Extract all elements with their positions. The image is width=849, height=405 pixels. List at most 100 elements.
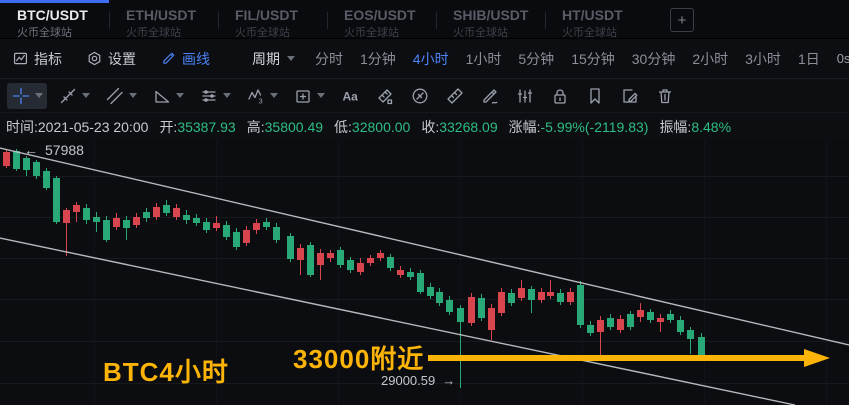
text-icon: Aa bbox=[343, 89, 359, 103]
tab-shib-usdt[interactable]: SHIB/USDT 火币全球站 bbox=[436, 0, 545, 39]
candle-body bbox=[3, 152, 10, 166]
candle-body bbox=[647, 312, 654, 320]
gridline-vertical bbox=[826, 140, 827, 405]
settings-button[interactable]: 设置 bbox=[86, 49, 136, 69]
chevron-down-icon[interactable] bbox=[223, 93, 231, 98]
tool-circle-measure[interactable] bbox=[406, 83, 434, 109]
tab-eth-usdt[interactable]: ETH/USDT 火币全球站 bbox=[109, 0, 218, 39]
timeframe-30分钟[interactable]: 30分钟 bbox=[631, 50, 676, 67]
indicators-label: 指标 bbox=[34, 50, 62, 67]
tab-pair-label: EOS/USDT bbox=[344, 7, 416, 23]
tool-brush[interactable] bbox=[476, 83, 504, 109]
tool-fib-levels[interactable] bbox=[195, 83, 235, 109]
gridline-horizontal bbox=[0, 258, 849, 259]
tab-exchange-label: 火币全球站 bbox=[344, 27, 399, 39]
tool-parallel-channel[interactable] bbox=[101, 83, 141, 109]
chevron-down-icon[interactable] bbox=[35, 93, 43, 98]
candle-body bbox=[253, 223, 260, 230]
price-mark-high[interactable]: ← 57988 bbox=[24, 142, 84, 158]
bar-pattern-icon bbox=[517, 88, 533, 103]
timeframe-4小时[interactable]: 4小时 bbox=[412, 50, 449, 67]
tab-btc-usdt[interactable]: BTC/USDT 火币全球站 bbox=[0, 0, 109, 39]
circle-measure-icon bbox=[412, 88, 428, 103]
tool-ruler[interactable] bbox=[441, 83, 469, 109]
tab-fil-usdt[interactable]: FIL/USDT 火币全球站 bbox=[218, 0, 327, 39]
tab-ht-usdt[interactable]: HT/USDT 火币全球站 bbox=[545, 0, 654, 39]
period-dropdown[interactable]: 周期 bbox=[252, 49, 295, 69]
brush-icon bbox=[483, 88, 498, 104]
gridline-vertical bbox=[582, 140, 583, 405]
svg-text:3: 3 bbox=[259, 96, 263, 105]
timeframe-3小时[interactable]: 3小时 bbox=[745, 50, 781, 67]
candle-body bbox=[478, 298, 485, 318]
candle-body bbox=[193, 218, 200, 223]
low-label: 低: bbox=[334, 118, 352, 135]
pen-icon bbox=[163, 52, 175, 64]
candle-body bbox=[687, 330, 694, 339]
tab-exchange-label: 火币全球站 bbox=[126, 27, 181, 39]
candle-body bbox=[547, 292, 554, 296]
candle-body bbox=[213, 223, 220, 228]
tool-trend-line[interactable] bbox=[54, 83, 94, 109]
candle-body bbox=[173, 208, 180, 217]
tool-bar-pattern[interactable] bbox=[511, 83, 539, 109]
ohlc-info-bar: 时间:2021-05-23 20:00 开:35387.93 高:35800.4… bbox=[0, 113, 849, 140]
tool-lock[interactable] bbox=[546, 83, 574, 109]
gridline-vertical bbox=[704, 140, 705, 405]
tool-triangle[interactable] bbox=[148, 83, 188, 109]
timeframe-分时[interactable]: 分时 bbox=[315, 50, 343, 67]
candle-body bbox=[317, 253, 324, 265]
tool-elliott-wave[interactable]: 3 bbox=[242, 83, 282, 109]
tool-text[interactable]: Aa bbox=[336, 83, 364, 109]
draw-line-button[interactable]: 画线 bbox=[160, 49, 210, 69]
tab-eos-usdt[interactable]: EOS/USDT 火币全球站 bbox=[327, 0, 436, 39]
timeframe-2小时[interactable]: 2小时 bbox=[692, 50, 729, 67]
add-tab-button[interactable]: + bbox=[670, 8, 694, 32]
chevron-down-icon[interactable] bbox=[176, 93, 184, 98]
candle-body bbox=[357, 263, 364, 272]
price-mark-low[interactable]: 29000.59 → bbox=[381, 373, 455, 388]
tool-price-range[interactable] bbox=[371, 83, 399, 109]
chevron-down-icon[interactable] bbox=[82, 93, 90, 98]
tool-crosshair[interactable] bbox=[7, 82, 47, 109]
trash-icon bbox=[658, 88, 672, 103]
timeframe-1日[interactable]: 1日 bbox=[797, 50, 820, 67]
elliott-wave-icon: 3 bbox=[248, 88, 263, 105]
candle-body bbox=[457, 308, 464, 322]
annotation-chart-title[interactable]: BTC4小时 bbox=[103, 357, 229, 387]
timeframe-1分钟[interactable]: 1分钟 bbox=[360, 50, 396, 67]
chevron-down-icon[interactable] bbox=[129, 93, 137, 98]
candle-countdown: 0s bbox=[836, 51, 849, 66]
candle-body bbox=[103, 220, 110, 240]
tab-pair-label: FIL/USDT bbox=[235, 7, 298, 23]
candle-body bbox=[387, 257, 394, 268]
tool-bookmark[interactable] bbox=[581, 83, 609, 109]
tab-pair-label: ETH/USDT bbox=[126, 7, 196, 23]
candle-body bbox=[183, 215, 190, 220]
candle-wick bbox=[659, 314, 662, 332]
candle-body bbox=[263, 222, 270, 227]
indicators-button[interactable]: 指标 bbox=[12, 49, 62, 69]
candle-body bbox=[13, 151, 20, 169]
annotation-price-note[interactable]: 33000附近 bbox=[293, 344, 425, 374]
timeframe-1小时[interactable]: 1小时 bbox=[465, 50, 502, 67]
candle-body bbox=[73, 205, 80, 212]
candlestick-chart[interactable]: ← 57988 29000.59 → BTC4小时 33000附近 bbox=[0, 140, 849, 405]
candle-body bbox=[243, 230, 250, 243]
timeframe-15分钟[interactable]: 15分钟 bbox=[571, 50, 615, 67]
candle-body bbox=[577, 285, 584, 325]
gridline-horizontal bbox=[0, 341, 849, 342]
settings-label: 设置 bbox=[108, 50, 136, 67]
candle-body bbox=[43, 171, 50, 188]
timeframe-5分钟[interactable]: 5分钟 bbox=[518, 50, 555, 67]
tool-note-edit[interactable] bbox=[616, 83, 644, 109]
candle-body bbox=[528, 289, 535, 300]
tab-exchange-label: 火币全球站 bbox=[562, 27, 617, 39]
candle-body bbox=[607, 318, 614, 327]
candle-body bbox=[63, 210, 70, 223]
tool-trash[interactable] bbox=[651, 83, 679, 109]
candle-body bbox=[297, 248, 304, 260]
tool-rect-plus[interactable] bbox=[289, 83, 329, 109]
chevron-down-icon[interactable] bbox=[270, 93, 278, 98]
chevron-down-icon[interactable] bbox=[317, 93, 325, 98]
